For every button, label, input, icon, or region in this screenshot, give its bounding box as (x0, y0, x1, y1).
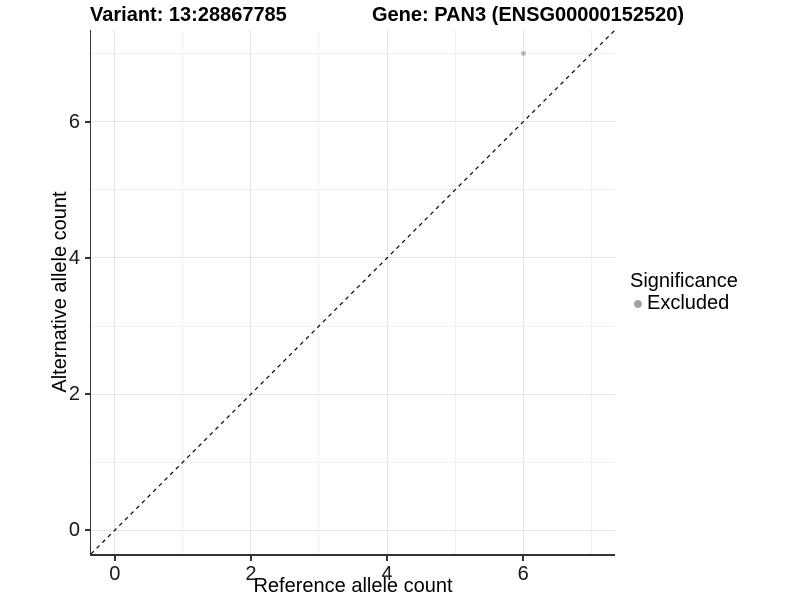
minor-gridline-y (91, 189, 615, 191)
x-tick-label: 6 (517, 563, 529, 585)
y-tick-label: 0 (68, 519, 80, 542)
major-gridline-y (91, 121, 615, 123)
minor-gridline-x (590, 30, 592, 554)
x-axis-line (89, 554, 615, 556)
legend-item-excluded: Excluded (630, 292, 738, 314)
y-tick-label: 2 (68, 383, 80, 406)
y-axis-tick (84, 257, 90, 259)
minor-gridline-x (318, 30, 320, 554)
legend: Significance Excluded (630, 270, 738, 314)
minor-gridline-y (91, 53, 615, 55)
x-axis-title: Reference allele count (253, 575, 453, 597)
major-gridline-x (386, 30, 388, 554)
x-tick-label: 4 (381, 563, 393, 585)
legend-item-label: Excluded (647, 292, 730, 314)
x-axis-tick (386, 555, 388, 561)
plot-panel (91, 30, 615, 554)
y-tick-label: 4 (68, 246, 80, 269)
y-axis-tick (84, 121, 90, 123)
plot-title-variant: Variant: 13:28867785 (90, 4, 287, 26)
legend-title: Significance (630, 270, 738, 292)
y-axis-title: Alternative allele count (49, 191, 71, 393)
minor-gridline-x (454, 30, 456, 554)
major-gridline-y (91, 393, 615, 395)
plot-title-gene: Gene: PAN3 (ENSG00000152520) (372, 4, 685, 26)
major-gridline-x (250, 30, 252, 554)
y-axis-tick (84, 529, 90, 531)
x-axis-tick (114, 555, 116, 561)
identity-reference-line (91, 30, 615, 554)
x-axis-tick (522, 555, 524, 561)
y-tick-label: 6 (68, 110, 80, 133)
major-gridline-x (114, 30, 116, 554)
y-axis-tick (84, 393, 90, 395)
legend-point-icon (634, 299, 642, 308)
x-tick-label: 0 (109, 563, 121, 585)
data-point (520, 51, 526, 57)
minor-gridline-x (182, 30, 184, 554)
major-gridline-x (522, 30, 524, 554)
x-tick-label: 2 (245, 563, 257, 585)
minor-gridline-y (91, 461, 615, 463)
minor-gridline-y (91, 325, 615, 327)
major-gridline-y (91, 529, 615, 531)
major-gridline-y (91, 257, 615, 259)
x-axis-tick (250, 555, 252, 561)
y-axis-line (89, 30, 91, 556)
